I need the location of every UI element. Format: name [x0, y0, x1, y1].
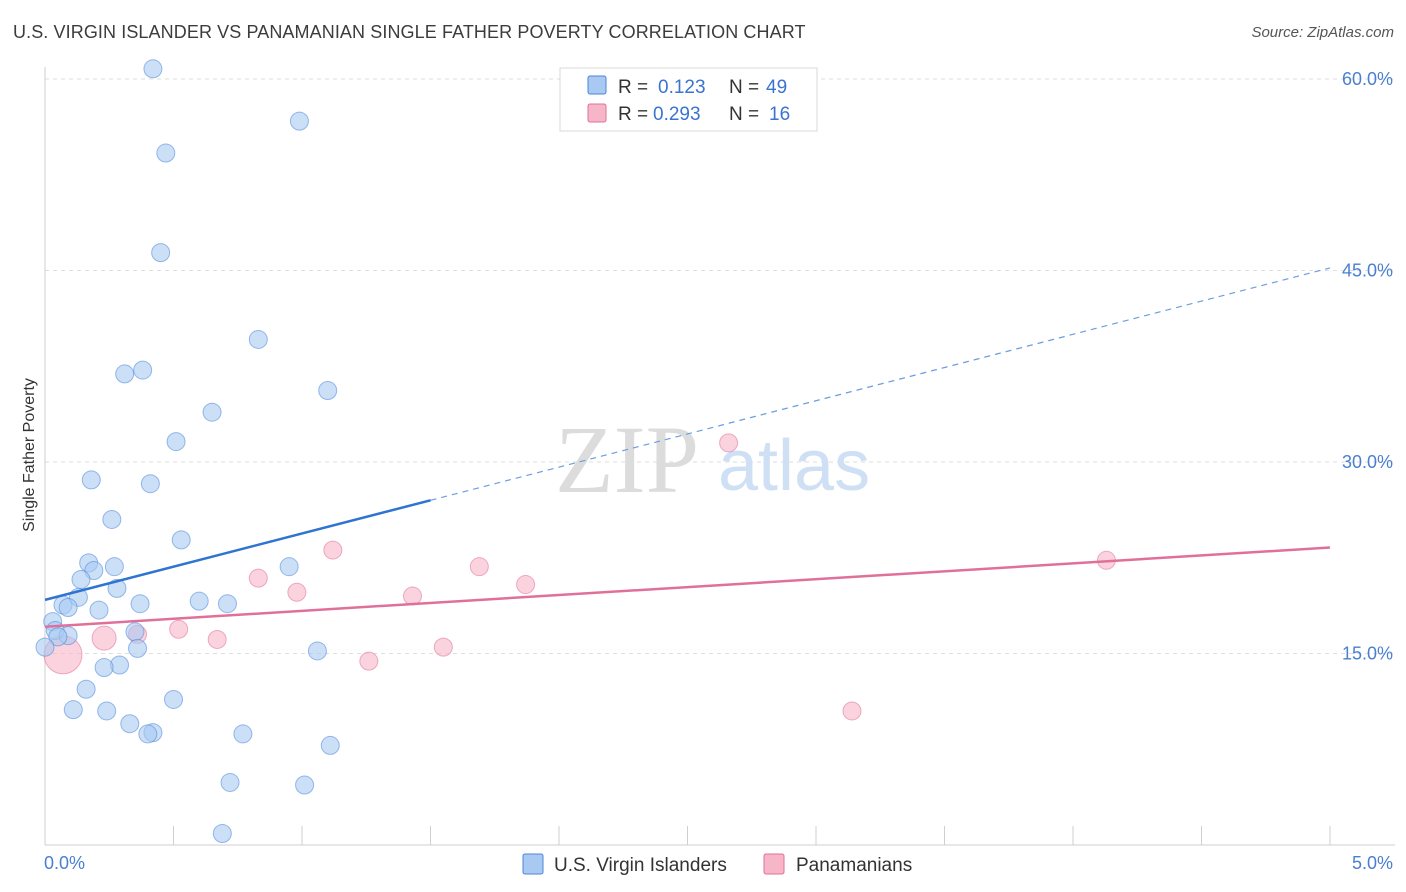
bottom-legend: U.S. Virgin Islanders Panamanians [522, 853, 912, 876]
point-virgin-islanders [89, 600, 109, 620]
legend-swatch-virgin-islanders [587, 75, 607, 95]
axes [44, 67, 1395, 846]
point-panamanians [323, 540, 343, 560]
point-panamanians [403, 586, 423, 606]
legend-r-label: R = [618, 104, 648, 125]
y-tick-label: 15.0% [1342, 644, 1393, 664]
point-panamanians [469, 557, 489, 577]
point-virgin-islanders [128, 638, 148, 658]
legend-r-label: R = [618, 77, 648, 98]
point-virgin-islanders [138, 724, 158, 744]
trend-line-panamanians [44, 546, 1331, 628]
point-virgin-islanders [115, 364, 135, 384]
point-virgin-islanders [125, 622, 145, 642]
legend-n-label: N = [729, 77, 759, 98]
point-virgin-islanders [143, 59, 163, 79]
point-virgin-islanders [140, 474, 160, 494]
x-tick-label: 5.0% [1352, 853, 1393, 873]
bottom-legend-swatch-virgin-islanders [522, 853, 544, 875]
point-virgin-islanders [133, 360, 153, 380]
watermark-atlas: atlas [718, 426, 870, 506]
bottom-legend-label-panamanians: Panamanians [796, 855, 912, 876]
point-virgin-islanders [130, 594, 150, 614]
trend-lines [44, 267, 1331, 628]
point-virgin-islanders [63, 700, 83, 720]
point-virgin-islanders [120, 714, 140, 734]
tick-labels: 15.0% 30.0% 45.0% 60.0% 0.0% 5.0% [44, 69, 1393, 873]
point-virgin-islanders [295, 775, 315, 795]
point-virgin-islanders [233, 724, 253, 744]
point-virgin-islanders [166, 432, 186, 452]
point-panamanians [719, 433, 739, 453]
point-panamanians [207, 629, 227, 649]
y-tick-label: 45.0% [1342, 261, 1393, 281]
point-virgin-islanders [81, 470, 101, 490]
point-virgin-islanders [189, 591, 209, 611]
point-virgin-islanders [94, 658, 114, 678]
point-panamanians [516, 575, 536, 595]
point-virgin-islanders [307, 641, 327, 661]
legend-swatch-panamanians [587, 103, 607, 123]
point-virgin-islanders [104, 557, 124, 577]
trend-line-virgin-islanders-extension [430, 267, 1331, 501]
point-virgin-islanders [76, 679, 96, 699]
watermark-zip: ZIP [555, 406, 699, 513]
point-virgin-islanders [202, 402, 222, 422]
point-virgin-islanders [102, 509, 122, 529]
legend-r-value: 0.293 [653, 104, 701, 125]
grid [45, 78, 1395, 654]
x-tick-label: 0.0% [44, 853, 85, 873]
point-panamanians [433, 637, 453, 657]
legend-n-value: 16 [769, 104, 790, 125]
trend-line-virgin-islanders [44, 499, 431, 602]
point-panamanians [91, 625, 117, 651]
point-panamanians [842, 701, 862, 721]
point-virgin-islanders [35, 637, 55, 657]
y-tick-label: 30.0% [1342, 452, 1393, 472]
point-virgin-islanders [217, 594, 237, 614]
legend-n-value: 49 [766, 77, 787, 98]
point-virgin-islanders [220, 772, 240, 792]
point-panamanians [248, 568, 268, 588]
point-virgin-islanders [289, 111, 309, 131]
point-virgin-islanders [320, 735, 340, 755]
point-virgin-islanders [97, 701, 117, 721]
point-virgin-islanders [212, 824, 232, 844]
source-label: Source: ZipAtlas.com [1251, 24, 1394, 41]
bottom-legend-label-virgin-islanders: U.S. Virgin Islanders [554, 855, 727, 876]
point-virgin-islanders [248, 329, 268, 349]
point-virgin-islanders [164, 689, 183, 709]
point-virgin-islanders [48, 627, 68, 647]
point-virgin-islanders [58, 598, 78, 618]
chart-title: U.S. VIRGIN ISLANDER VS PANAMANIAN SINGL… [13, 22, 806, 42]
point-panamanians [287, 582, 307, 602]
point-panamanians [359, 651, 379, 671]
y-tick-label: 60.0% [1342, 69, 1393, 89]
legend-r-value: 0.123 [658, 77, 706, 98]
point-virgin-islanders [107, 578, 127, 598]
point-virgin-islanders [318, 381, 338, 401]
point-virgin-islanders [279, 557, 299, 577]
point-virgin-islanders [151, 243, 171, 263]
legend-n-label: N = [729, 104, 759, 125]
point-virgin-islanders [156, 143, 176, 163]
bottom-legend-swatch-panamanians [763, 853, 785, 875]
data-points [35, 59, 1116, 844]
point-virgin-islanders [71, 569, 91, 589]
point-virgin-islanders [171, 530, 191, 550]
point-panamanians [169, 619, 189, 639]
y-axis-label: Single Father Poverty [21, 378, 38, 532]
legend: R = 0.123 N = 49 R = 0.293 N = 16 [559, 67, 818, 132]
